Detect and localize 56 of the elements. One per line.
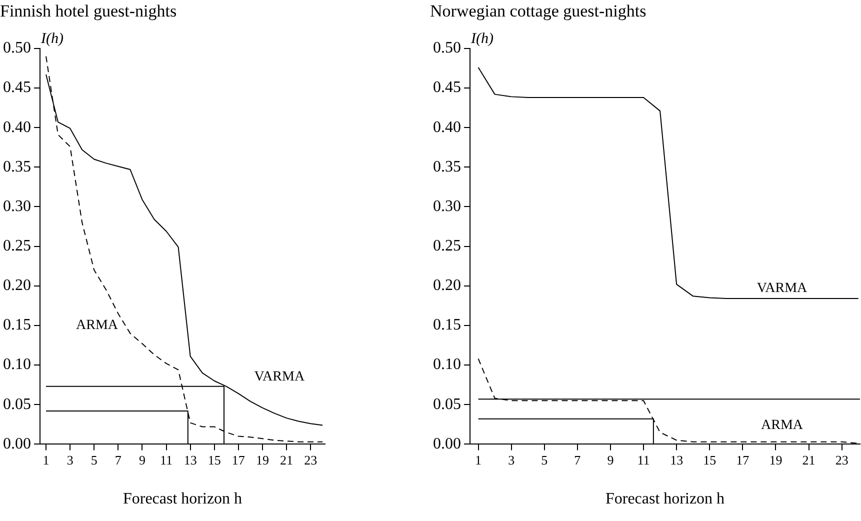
chart-title: Norwegian cottage guest-nights: [430, 2, 646, 21]
series-label: ARMA: [76, 318, 119, 334]
y-tick-label: 0.45: [3, 79, 31, 96]
x-tick-label: 11: [637, 452, 650, 468]
y-tick-label: 0.35: [433, 158, 461, 176]
y-axis-title: I(h): [470, 30, 494, 47]
x-tick-label: 11: [160, 452, 173, 468]
y-tick-label: 0.15: [3, 316, 31, 334]
x-tick-label: 23: [304, 452, 318, 468]
x-tick-label: 19: [769, 452, 782, 468]
y-tick-label: 0.05: [3, 396, 31, 413]
x-tick-label: 7: [114, 452, 122, 468]
x-tick-label: 13: [670, 452, 684, 468]
x-tick-label: 17: [736, 452, 750, 468]
y-tick-label: 0.35: [3, 158, 31, 176]
y-tick-label: 0.00: [433, 435, 461, 452]
x-tick-label: 23: [835, 452, 848, 468]
x-tick-label: 15: [208, 452, 221, 468]
y-tick-label: 0.15: [433, 316, 461, 334]
chart-title: Finnish hotel guest-nights: [0, 2, 177, 21]
y-tick-label: 0.40: [3, 118, 31, 136]
series-label: ARMA: [760, 418, 804, 433]
x-tick-label: 21: [280, 452, 294, 468]
x-tick-label: 1: [475, 452, 482, 468]
x-tick-label: 7: [574, 452, 582, 468]
y-tick-label: 0.25: [3, 238, 31, 255]
y-tick-label: 0.30: [433, 198, 461, 215]
y-tick-label: 0.00: [3, 435, 31, 452]
y-tick-label: 0.10: [3, 356, 31, 374]
y-axis-title: I(h): [40, 30, 64, 47]
x-tick-label: 9: [607, 452, 614, 468]
y-tick-label: 0.25: [433, 238, 461, 255]
x-tick-label: 1: [42, 452, 50, 468]
x-tick-label: 21: [802, 452, 816, 468]
y-tick-label: 0.30: [3, 198, 31, 215]
y-tick-label: 0.50: [3, 40, 31, 57]
y-tick-label: 0.40: [433, 118, 461, 136]
x-axis-title: Forecast horizon h: [605, 490, 725, 508]
x-tick-label: 17: [232, 452, 246, 468]
x-tick-label: 9: [138, 452, 146, 468]
x-tick-label: 3: [508, 452, 515, 468]
x-tick-label: 5: [541, 452, 548, 468]
x-tick-label: 15: [703, 452, 716, 468]
series-label: VARMA: [254, 370, 306, 385]
y-tick-label: 0.05: [433, 396, 461, 413]
y-tick-label: 0.20: [433, 277, 461, 294]
x-axis-title: Forecast horizon h: [122, 490, 242, 508]
x-tick-label: 13: [184, 452, 197, 468]
x-tick-label: 19: [256, 452, 269, 468]
y-tick-label: 0.10: [433, 356, 461, 374]
series-label: VARMA: [756, 280, 808, 296]
y-tick-label: 0.20: [3, 277, 31, 294]
y-tick-label: 0.50: [433, 40, 461, 57]
x-tick-label: 3: [66, 452, 74, 468]
x-tick-label: 5: [90, 452, 98, 468]
y-tick-label: 0.45: [433, 79, 461, 96]
